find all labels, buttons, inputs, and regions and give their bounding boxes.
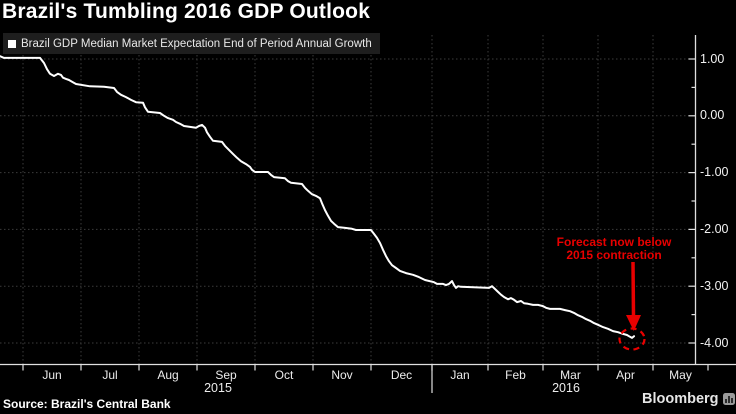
x-axis-year-label-2016: 2016: [552, 381, 580, 395]
x-axis-label-apr: Apr: [616, 368, 635, 382]
y-axis-label: 1.00: [700, 51, 725, 66]
annotation-arrow-head: [626, 315, 641, 331]
legend-label: Brazil GDP Median Market Expectation End…: [21, 37, 372, 50]
bloomberg-chart-icon: [722, 393, 735, 405]
x-axis-label-dec: Dec: [390, 368, 413, 382]
bloomberg-wordmark: Bloomberg: [642, 391, 719, 407]
x-axis-label-jun: Jun: [42, 368, 62, 382]
legend-square-icon: [8, 39, 16, 48]
page-title: Brazil's Tumbling 2016 GDP Outlook: [2, 0, 371, 23]
x-axis-label-mar: Mar: [560, 368, 581, 382]
source-text: Source: Brazil's Central Bank: [3, 397, 171, 411]
x-axis-label-nov: Nov: [331, 368, 353, 382]
x-axis-label-oct: Oct: [274, 368, 294, 382]
gdp-expectation-line: [0, 55, 635, 339]
y-axis-label: -3.00: [700, 278, 729, 293]
x-axis-label-jul: Jul: [102, 368, 118, 382]
forecast-dashed-circle: [618, 327, 646, 351]
y-axis-label: -4.00: [700, 335, 729, 350]
x-axis-label-may: May: [669, 368, 692, 382]
annotation-arrow-shaft: [631, 261, 636, 318]
legend: Brazil GDP Median Market Expectation End…: [3, 33, 380, 54]
x-axis-label-jan: Jan: [450, 368, 470, 382]
y-axis-label: -2.00: [700, 221, 729, 236]
forecast-annotation-line2: 2015 contraction: [566, 247, 662, 262]
x-axis-label-feb: Feb: [505, 368, 526, 382]
bloomberg-logo: Bloomberg: [642, 391, 735, 407]
y-axis-label: 0.00: [700, 108, 725, 123]
x-axis-label-sep: Sep: [215, 368, 237, 382]
x-axis-label-aug: Aug: [157, 368, 179, 382]
forecast-annotation-line1: Forecast now below: [556, 235, 672, 249]
x-axis-year-label-2015: 2015: [204, 381, 232, 395]
forecast-annotation: Forecast now below 2015 contraction: [548, 236, 680, 261]
y-axis-label: -1.00: [700, 165, 729, 180]
